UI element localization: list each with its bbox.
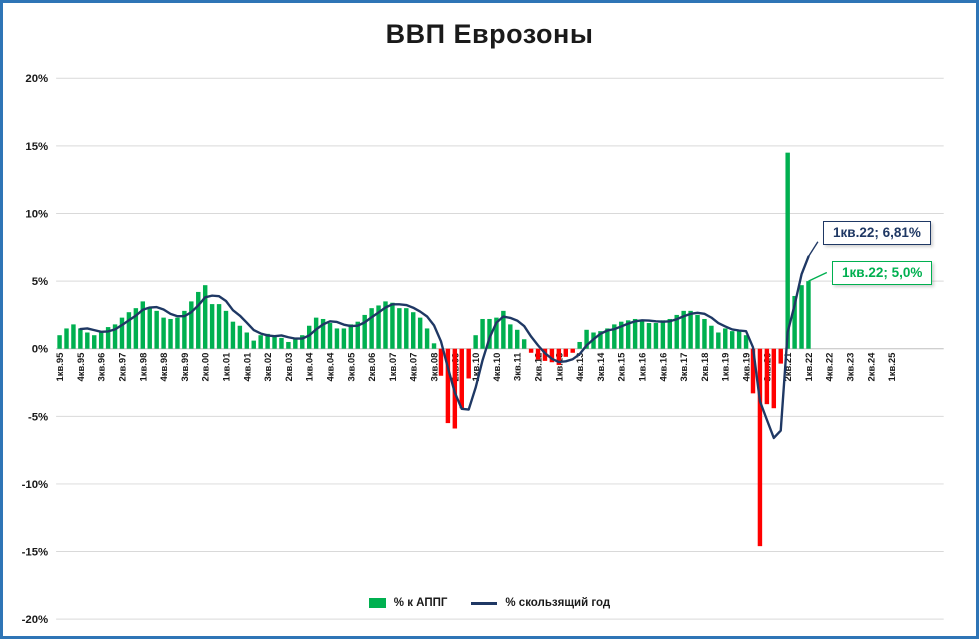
svg-text:2кв.21: 2кв.21 (782, 353, 793, 382)
svg-text:10%: 10% (25, 208, 48, 220)
line-series-rolling-year (79, 255, 810, 440)
svg-text:1кв.07: 1кв.07 (387, 353, 398, 382)
legend-line-label: % скользящий год (505, 597, 611, 609)
svg-text:2кв.24: 2кв.24 (865, 352, 876, 382)
svg-text:2кв.15: 2кв.15 (616, 353, 627, 382)
svg-text:4кв.19: 4кв.19 (741, 353, 752, 382)
svg-text:20%: 20% (25, 73, 48, 85)
svg-text:4кв.10: 4кв.10 (491, 353, 502, 382)
svg-text:1кв.13: 1кв.13 (553, 353, 564, 382)
chart-plot-canvas: 20% 15% 10% 5% 0% -5% -10% -15% -20% 1кв.95 4кв.9… (22, 73, 944, 626)
legend-bar-label: % к АППГ (393, 597, 448, 609)
svg-text:3кв.14: 3кв.14 (595, 352, 606, 382)
svg-text:2кв.06: 2кв.06 (366, 353, 377, 382)
legend-line-swatch-icon (471, 601, 498, 605)
svg-text:4кв.98: 4кв.98 (158, 353, 169, 382)
svg-text:1кв.10: 1кв.10 (470, 353, 481, 382)
svg-text:-5%: -5% (28, 411, 48, 423)
svg-text:15%: 15% (25, 141, 48, 153)
svg-text:3кв.96: 3кв.96 (96, 353, 107, 382)
svg-text:2кв.18: 2кв.18 (699, 353, 710, 382)
svg-text:1кв.19: 1кв.19 (720, 353, 731, 382)
svg-text:1кв.98: 1кв.98 (137, 353, 148, 382)
svg-text:1кв.16: 1кв.16 (637, 353, 648, 382)
svg-text:-10%: -10% (22, 479, 49, 491)
svg-text:4кв.95: 4кв.95 (75, 353, 86, 382)
chart-title: ВВП Еврозоны (385, 19, 594, 49)
svg-text:3кв.05: 3кв.05 (345, 353, 356, 382)
y-axis-tick-labels: 20% 15% 10% 5% 0% -5% -10% -15% -20% (22, 73, 49, 626)
svg-text:2кв.12: 2кв.12 (533, 353, 544, 382)
svg-text:1кв.04: 1кв.04 (304, 352, 315, 382)
svg-text:2кв.03: 2кв.03 (283, 353, 294, 382)
svg-text:1кв.01: 1кв.01 (220, 353, 231, 382)
svg-text:0%: 0% (32, 344, 48, 356)
svg-text:4кв.07: 4кв.07 (408, 353, 419, 382)
chart-legend: % к АППГ % скользящий год (3, 597, 976, 609)
svg-text:4кв.01: 4кв.01 (241, 353, 252, 382)
svg-text:4кв.04: 4кв.04 (324, 352, 335, 382)
svg-text:4кв.13: 4кв.13 (574, 353, 585, 382)
svg-text:2кв.97: 2кв.97 (116, 353, 127, 382)
svg-text:3кв.23: 3кв.23 (845, 353, 856, 382)
svg-text:1кв.95: 1кв.95 (54, 353, 65, 382)
svg-text:3кв.11: 3кв.11 (512, 353, 523, 381)
svg-text:1кв.25: 1кв.25 (886, 353, 897, 382)
svg-text:3кв.02: 3кв.02 (262, 353, 273, 382)
svg-text:4кв.16: 4кв.16 (657, 353, 668, 382)
annotation-connector-lines (807, 241, 828, 282)
svg-text:3кв.08: 3кв.08 (428, 353, 439, 382)
annotation-bar-value: 1кв.22; 5,0% (832, 261, 933, 285)
svg-text:-20%: -20% (22, 614, 49, 626)
bar-series-yoy (57, 152, 811, 547)
svg-text:4кв.22: 4кв.22 (824, 353, 835, 382)
svg-text:-15%: -15% (22, 547, 49, 559)
x-axis-tick-labels: 1кв.95 4кв.95 3кв.96 2кв.97 1кв.98 4кв.98 3кв.… (54, 352, 897, 382)
annotation-line-value: 1кв.22; 6,81% (823, 221, 931, 245)
svg-text:5%: 5% (32, 276, 48, 288)
svg-text:2кв.00: 2кв.00 (200, 353, 211, 382)
svg-text:3кв.17: 3кв.17 (678, 353, 689, 382)
svg-text:1кв.22: 1кв.22 (803, 353, 814, 382)
legend-bar-swatch-icon (368, 598, 386, 608)
svg-text:3кв.99: 3кв.99 (179, 353, 190, 382)
